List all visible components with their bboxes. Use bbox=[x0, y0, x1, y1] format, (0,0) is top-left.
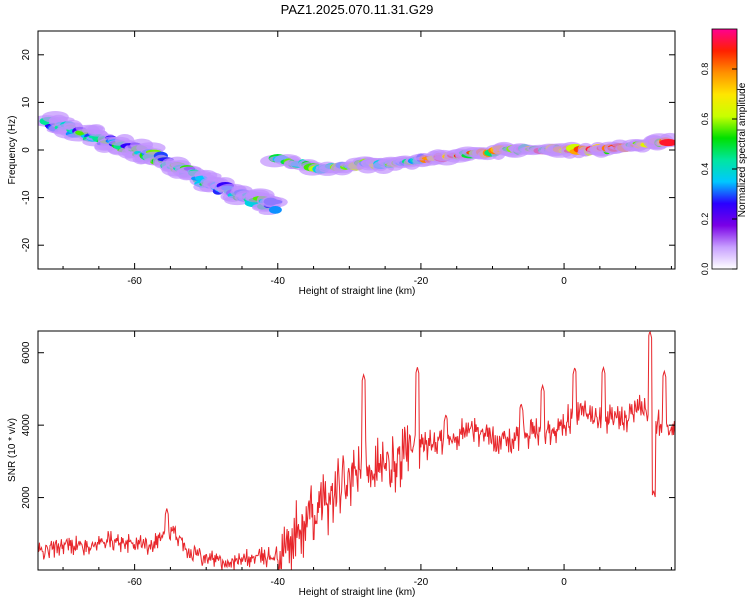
snr-xtick-label: 0 bbox=[561, 577, 567, 588]
snr-axes: -60 -40 -20 0 2000 4000 6000 bbox=[21, 331, 675, 588]
snr-xtick-label: -20 bbox=[414, 577, 429, 588]
colorbar-label: Normalized spectral amplitude bbox=[737, 82, 748, 217]
colorbar-tick-label: 0.0 bbox=[700, 263, 710, 276]
spectrogram-ytick-label: 10 bbox=[21, 96, 32, 108]
spectrogram-ytick-label: -10 bbox=[21, 190, 32, 205]
spectrogram-ylabel: Frequency (Hz) bbox=[7, 116, 18, 185]
spectrogram-xtick-label: -40 bbox=[271, 276, 286, 287]
snr-plot bbox=[38, 331, 675, 570]
colorbar-tick-label: 0.6 bbox=[700, 113, 710, 126]
snr-ytick-label: 6000 bbox=[21, 341, 32, 364]
spectrogram-ytick-label: -20 bbox=[21, 238, 32, 253]
spectrogram-heatmap bbox=[38, 111, 675, 216]
snr-xtick-label: -60 bbox=[127, 577, 142, 588]
colorbar-tick-label: 0.2 bbox=[700, 213, 710, 226]
heatmap-cell bbox=[268, 205, 282, 214]
spectrogram-xtick-label: -20 bbox=[414, 276, 429, 287]
spectrogram-xtick-label: 0 bbox=[561, 276, 567, 287]
colorbar: 0.0 0.2 0.4 0.6 0.8 Normalized spectral ampl… bbox=[700, 28, 748, 276]
snr-xlabel: Height of straight line (km) bbox=[299, 587, 416, 598]
colorbar-gradient bbox=[711, 28, 738, 270]
snr-ylabel: SNR (10 * v/v) bbox=[7, 418, 18, 482]
snr-series-line bbox=[38, 331, 675, 570]
snr-panel: -60 -40 -20 0 2000 4000 6000 Height of straigh… bbox=[7, 330, 676, 598]
spectrogram-axes: -60 -40 -20 0 -20 -10 0 10 20 bbox=[21, 31, 675, 287]
spectrogram-ytick-label: 20 bbox=[21, 49, 32, 61]
spectrogram-xlabel: Height of straight line (km) bbox=[299, 286, 416, 297]
snr-xtick-label: -40 bbox=[271, 577, 286, 588]
heatmap-halo bbox=[259, 196, 288, 208]
spectrogram-ytick-label: 0 bbox=[21, 147, 32, 153]
snr-ytick-label: 4000 bbox=[21, 414, 32, 437]
spectrogram-panel: -60 -40 -20 0 -20 -10 0 10 20 Height of straight… bbox=[7, 30, 676, 297]
spectrogram-xtick-label: -60 bbox=[127, 276, 142, 287]
colorbar-axis: 0.0 0.2 0.4 0.6 0.8 bbox=[700, 63, 737, 276]
heatmap-cell bbox=[659, 138, 675, 147]
snr-ytick-label: 2000 bbox=[21, 486, 32, 509]
snr-frame bbox=[37, 330, 676, 571]
colorbar-tick-label: 0.4 bbox=[700, 163, 710, 176]
colorbar-tick-label: 0.8 bbox=[700, 63, 710, 76]
figure-title: PAZ1.2025.070.11.31.G29 bbox=[281, 2, 434, 17]
